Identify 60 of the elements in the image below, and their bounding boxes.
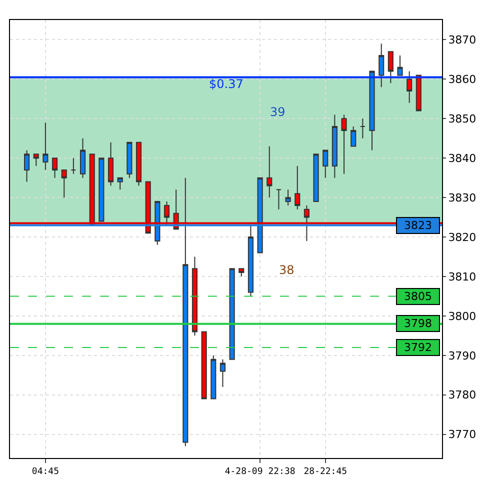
candlestick — [201, 331, 207, 400]
candlestick — [98, 158, 104, 222]
candlestick — [33, 154, 39, 166]
candlestick — [108, 142, 114, 186]
candlestick — [70, 158, 76, 174]
candlestick — [192, 256, 198, 336]
candlestick — [416, 74, 422, 112]
candlestick — [145, 181, 151, 234]
candlestick — [332, 114, 338, 178]
y-tick-label: 3780 — [448, 388, 476, 402]
candlestick — [52, 158, 58, 178]
candlestick — [80, 138, 86, 178]
candlestick — [238, 268, 244, 277]
x-tick-label: 04:45 — [32, 466, 60, 477]
ref-line-label: 3792 — [404, 341, 432, 354]
ref-line-label: 3823 — [404, 219, 432, 232]
candlestick — [136, 142, 142, 186]
candlestick — [266, 146, 272, 198]
candlestick — [126, 142, 132, 178]
y-tick-label: 3770 — [448, 428, 476, 442]
y-tick-label: 3840 — [448, 152, 476, 165]
candlestick — [117, 177, 123, 190]
y-tick-label: 3830 — [448, 191, 476, 204]
candlestick — [229, 268, 235, 360]
candlestick — [350, 126, 356, 147]
ref-line-label: 3805 — [404, 290, 432, 303]
annotation: 39 — [270, 105, 286, 119]
candlestick — [182, 177, 188, 447]
annotation: $0.37 — [209, 77, 244, 91]
annotation: 38 — [279, 263, 294, 277]
y-tick-label: 3800 — [448, 310, 476, 323]
y-tick-label: 3850 — [448, 112, 476, 126]
y-tick-label: 3870 — [448, 34, 476, 47]
x-tick-label: 28-22:45 — [304, 466, 348, 477]
y-tick-label: 3820 — [448, 230, 476, 244]
candlestick — [313, 154, 319, 202]
y-tick-label: 3790 — [448, 349, 476, 362]
candlestick — [248, 224, 254, 297]
y-tick-label: 3810 — [448, 270, 476, 284]
candlestick — [285, 189, 291, 206]
candlestick — [210, 354, 216, 400]
candlestick — [257, 177, 263, 254]
candlestick — [304, 204, 310, 242]
candlestick — [341, 114, 347, 174]
candlestick — [397, 55, 403, 76]
candlestick — [24, 150, 30, 182]
candlestick — [42, 122, 48, 170]
candlestick — [61, 169, 67, 198]
candlestick — [294, 166, 300, 210]
y-tick-label: 3860 — [448, 73, 476, 86]
candlestick — [220, 358, 226, 388]
candlestick — [322, 150, 328, 178]
candlestick — [360, 118, 366, 139]
candlestick — [388, 51, 394, 84]
ref-line-label: 3798 — [404, 317, 432, 330]
candlestick — [276, 189, 282, 210]
candlestick — [378, 43, 384, 88]
candlestick — [369, 70, 375, 151]
candlestick — [406, 70, 412, 104]
x-tick-label: 4-28-09 22:38 — [224, 466, 296, 477]
